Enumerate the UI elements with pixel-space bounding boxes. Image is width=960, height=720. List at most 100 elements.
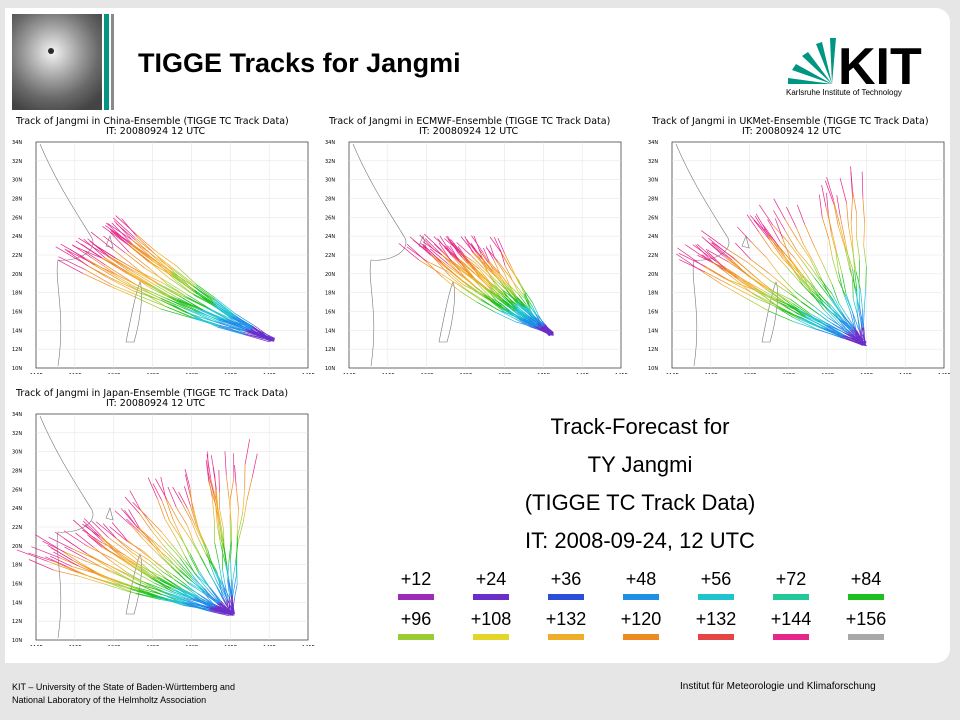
track-segment: [201, 590, 214, 605]
track-segment: [839, 224, 846, 248]
track-segment: [827, 212, 832, 235]
legend-item: +132: [536, 608, 596, 640]
track-segment: [466, 283, 485, 297]
legend-item: +144: [761, 608, 821, 640]
track-segment: [502, 284, 514, 298]
track-segment: [778, 307, 801, 320]
lat-tick-label: 12N: [325, 347, 335, 353]
track-segment: [499, 272, 510, 287]
track-segment: [128, 509, 140, 528]
track-segment: [129, 587, 158, 597]
track-segment: [504, 265, 512, 279]
track-segment: [234, 465, 237, 487]
track-segment: [848, 259, 854, 280]
track-segment: [161, 565, 175, 580]
track-segment: [194, 512, 200, 533]
track-segment: [509, 304, 525, 318]
track-segment: [147, 477, 158, 499]
track-segment: [50, 547, 73, 561]
track-segment: [679, 259, 706, 273]
track-segment: [141, 580, 165, 591]
track-segment: [470, 254, 484, 269]
track-segment: [161, 594, 187, 603]
track-segment: [162, 544, 177, 561]
track-segment: [799, 278, 813, 294]
track-segment: [237, 521, 244, 543]
track-segment: [764, 295, 783, 311]
track-segment: [758, 204, 774, 226]
track-segment: [130, 525, 144, 540]
track-segment: [87, 265, 116, 281]
track-segment: [792, 269, 805, 287]
track-segment: [217, 601, 232, 614]
track-segment: [806, 316, 828, 326]
track-segment: [236, 536, 239, 558]
track-segment: [135, 233, 156, 252]
track-segment: [229, 522, 232, 543]
track-segment: [202, 542, 210, 558]
track-segment: [129, 271, 154, 287]
track-segment: [497, 261, 508, 274]
track-segment: [108, 537, 126, 551]
track-segment: [194, 290, 213, 303]
track-segment: [94, 264, 121, 281]
track-segment: [223, 546, 227, 566]
track-segment: [171, 590, 193, 600]
track-segment: [167, 592, 188, 601]
track-segment: [443, 245, 459, 260]
track-segment: [501, 288, 517, 301]
legend-swatch: [548, 634, 584, 640]
track-segment: [778, 246, 793, 263]
track-segment: [498, 309, 518, 318]
track-segment: [152, 260, 174, 275]
track-segment: [111, 284, 139, 297]
track-segment: [517, 305, 532, 317]
coastline: [39, 143, 94, 367]
track-segment: [518, 294, 527, 306]
track-segment: [792, 262, 804, 281]
track-segment: [852, 268, 856, 289]
track-segment: [190, 505, 197, 525]
track-segment: [115, 215, 136, 234]
track-segment: [104, 254, 130, 272]
track-segment: [197, 311, 223, 322]
track-segment: [234, 312, 256, 327]
legend-item: +72: [761, 568, 821, 600]
lat-tick-label: 34N: [12, 140, 22, 146]
lat-tick-label: 22N: [12, 253, 22, 259]
track-segment: [111, 222, 134, 245]
track-segment: [184, 486, 191, 507]
track-segment: [166, 578, 183, 590]
track-segment: [60, 243, 86, 259]
track-segment: [87, 561, 113, 572]
track-segment: [171, 271, 194, 287]
lon-tick-label: 120E: [421, 373, 434, 374]
track-segment: [165, 551, 180, 567]
track-segment: [863, 326, 866, 345]
legend-label: +84: [850, 569, 882, 589]
track-segment: [507, 287, 517, 300]
track-segment: [230, 540, 233, 559]
track-segment: [692, 244, 717, 262]
track-segment: [90, 231, 115, 251]
track-segment: [466, 238, 477, 254]
track-segment: [124, 509, 139, 529]
legend-item: +24: [461, 568, 521, 600]
track-segment: [476, 269, 492, 284]
legend-label: +144: [770, 609, 812, 629]
track-segment: [187, 600, 209, 610]
track-segment: [143, 551, 158, 565]
track-segment: [221, 318, 246, 330]
track-segment: [133, 571, 155, 584]
track-segment: [215, 504, 218, 527]
track-segment: [437, 238, 452, 256]
track-segment: [194, 596, 212, 608]
track-segment: [483, 265, 498, 279]
track-segment: [526, 304, 534, 317]
track-segment: [109, 256, 134, 273]
track-segment: [465, 264, 483, 281]
track-segment: [132, 549, 149, 561]
track-segment: [31, 546, 61, 559]
track-segment: [72, 548, 97, 560]
track-segment: [768, 289, 788, 305]
